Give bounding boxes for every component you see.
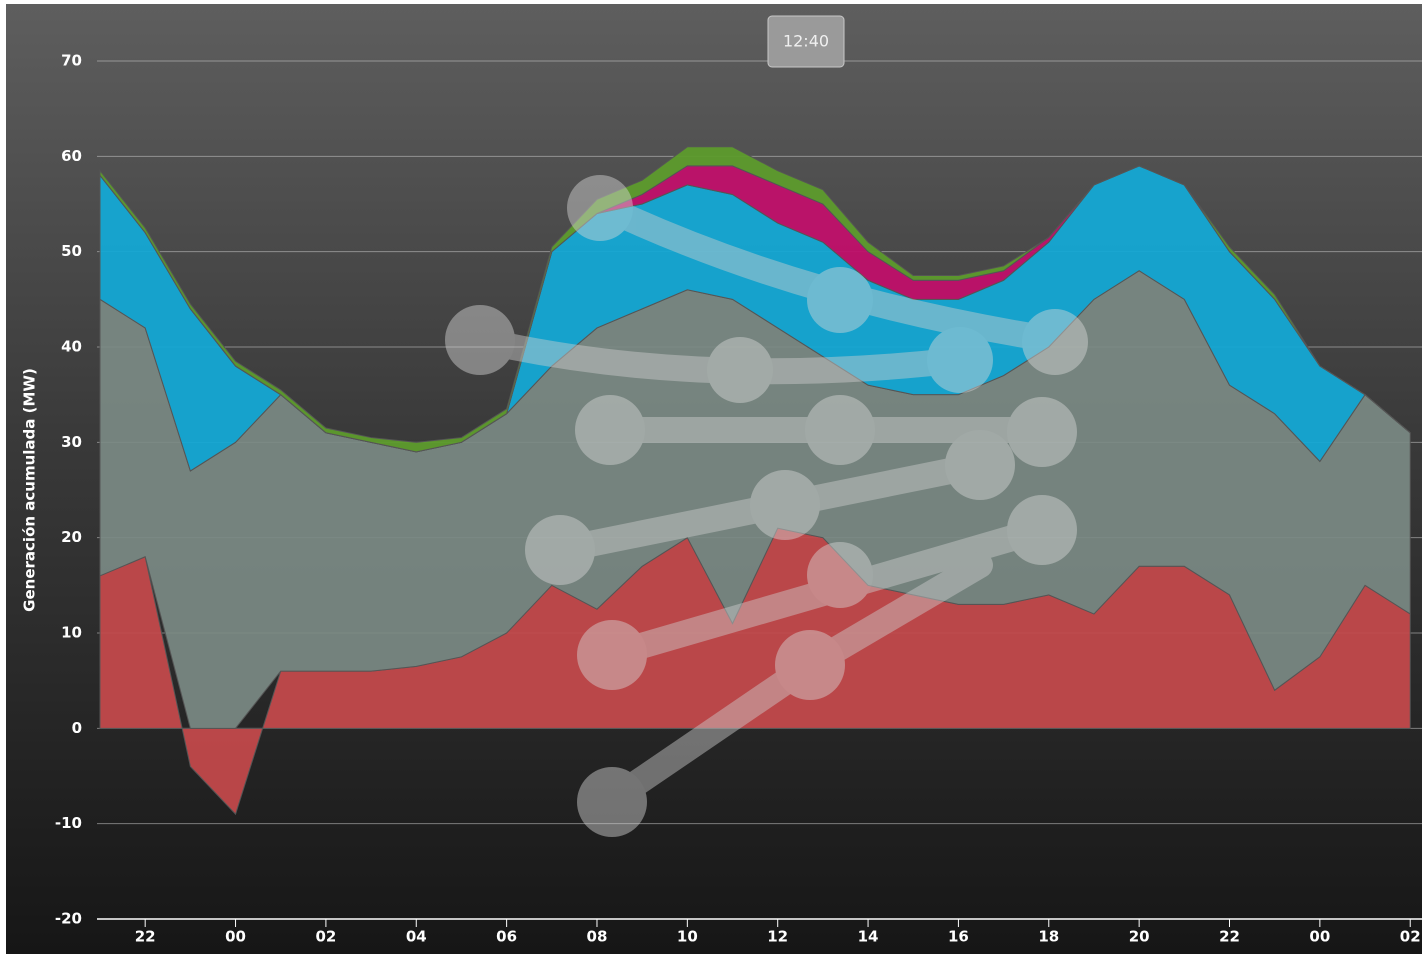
- y-axis-label: Generación acumulada (MW): [21, 368, 39, 612]
- x-tick-label: 02: [1400, 928, 1421, 946]
- chart: -20 -10 0 10 20 30 40 50 60 70 22 00 02 04 06 08 10 12 14 1…: [0, 0, 1422, 957]
- y-tick-label: 30: [61, 433, 82, 451]
- x-tick-label: 16: [948, 928, 969, 946]
- y-tick-label: -20: [55, 910, 82, 928]
- y-tick-label: 70: [61, 52, 82, 70]
- x-tick-label: 22: [1219, 928, 1240, 946]
- y-tick-label: 10: [61, 624, 82, 642]
- y-tick-label: 0: [72, 719, 82, 737]
- x-tick-label: 20: [1129, 928, 1150, 946]
- x-tick-label: 22: [135, 928, 156, 946]
- x-tick-label: 18: [1038, 928, 1059, 946]
- tooltip-text: 12:40: [783, 32, 829, 51]
- y-tick-label: 60: [61, 147, 82, 165]
- y-tick-label: 20: [61, 528, 82, 546]
- y-tick-label: 40: [61, 338, 82, 356]
- x-tick-label: 04: [406, 928, 427, 946]
- x-tick-label: 08: [587, 928, 608, 946]
- x-tick-label: 12: [767, 928, 788, 946]
- y-tick-label: -10: [55, 814, 82, 832]
- page: {"chart_data": {"type": "stacked-area", …: [0, 0, 1422, 957]
- x-tick-label: 14: [858, 928, 879, 946]
- x-tick-label: 02: [315, 928, 336, 946]
- x-tick-label: 00: [1309, 928, 1330, 946]
- x-tick-label: 10: [677, 928, 698, 946]
- x-tick-label: 00: [225, 928, 246, 946]
- x-tick-label: 06: [496, 928, 517, 946]
- y-tick-label: 50: [61, 242, 82, 260]
